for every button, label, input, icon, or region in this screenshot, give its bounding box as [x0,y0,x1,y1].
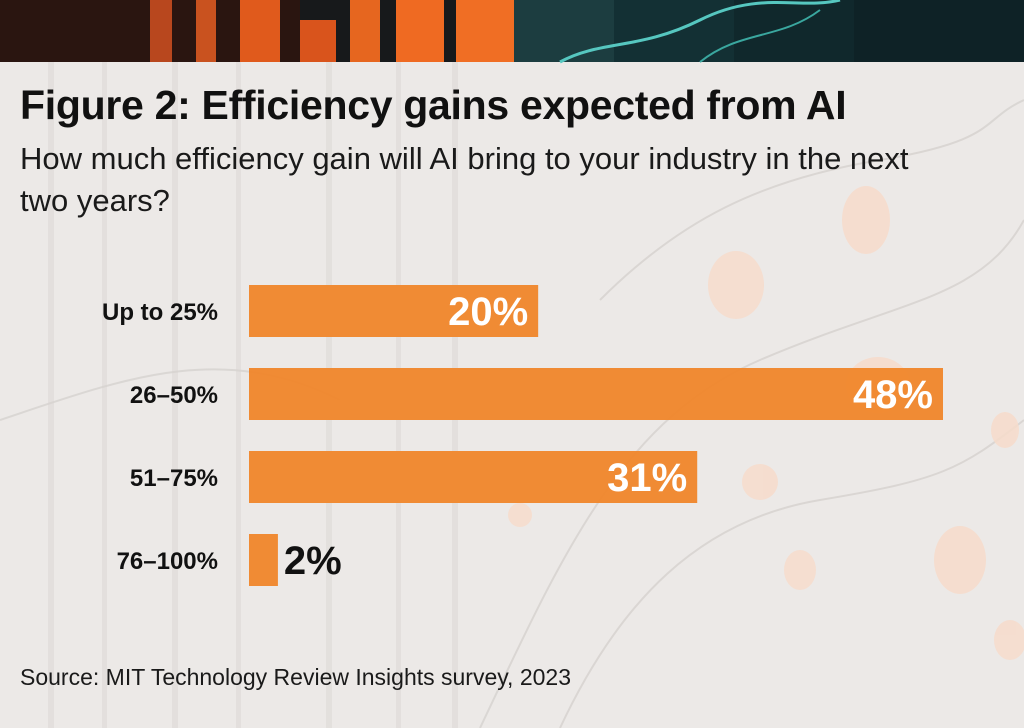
category-label: 51–75% [130,465,218,492]
chart-title: Figure 2: Efficiency gains expected from… [20,82,847,128]
category-label: 26–50% [130,382,218,409]
bar [249,451,698,503]
category-label: 76–100% [117,548,218,575]
category-label: Up to 25% [102,299,218,326]
bar-chart: Up to 25% 20% 26–50% 48% 51–75% 31% 76–100% 2% [102,285,943,586]
bar [249,368,943,420]
source-note: Source: MIT Technology Review Insights s… [20,664,572,690]
bar [249,285,539,337]
bar [249,534,278,586]
value-label: 31% [607,456,687,500]
value-label: 2% [284,539,342,583]
chart-subtitle: How much efficiency gain will AI bring t… [20,141,909,218]
value-label: 48% [853,373,933,417]
value-label: 20% [448,290,528,334]
